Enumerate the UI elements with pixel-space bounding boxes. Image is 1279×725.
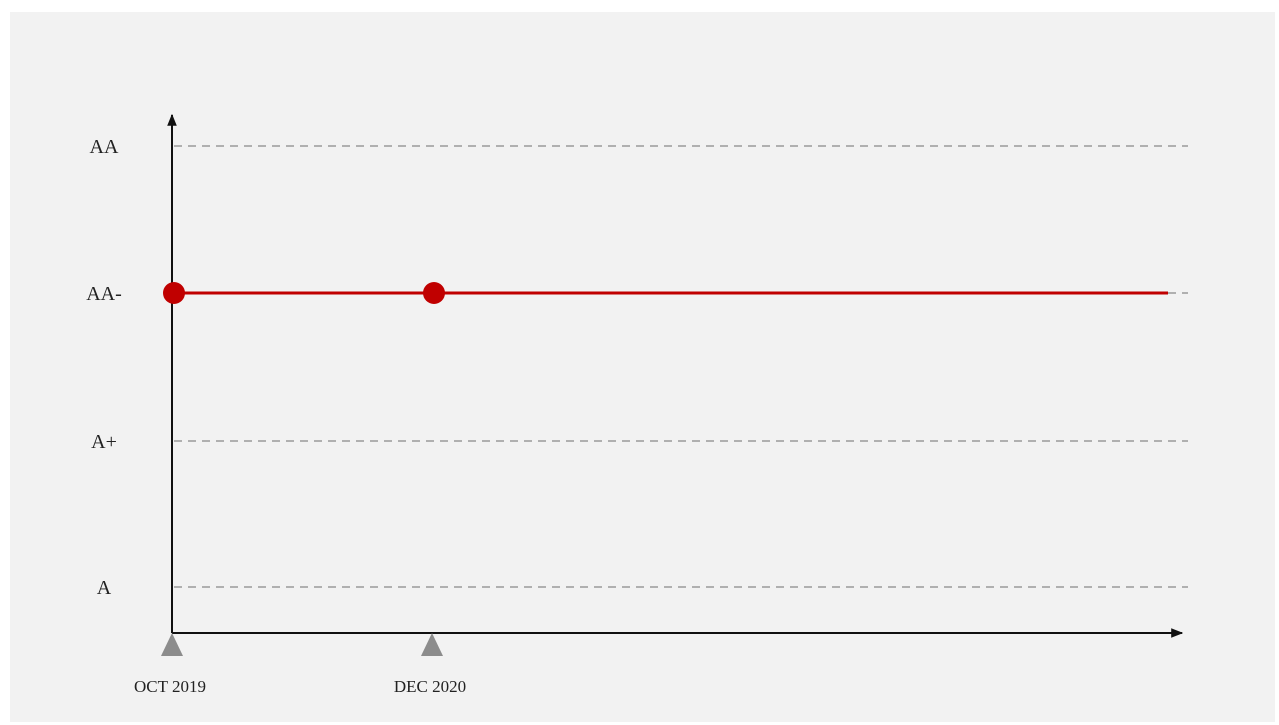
date-marker-triangle xyxy=(161,633,183,656)
series-point xyxy=(163,282,185,304)
y-category-label: AA- xyxy=(86,283,122,305)
date-marker-label: OCT 2019 xyxy=(134,677,206,696)
date-marker-label: DEC 2020 xyxy=(394,677,466,696)
date-marker-triangle xyxy=(421,633,443,656)
y-category-labels: A A+ AA- AA xyxy=(86,136,122,599)
series-point xyxy=(423,282,445,304)
rating-series xyxy=(163,282,1168,304)
y-category-label: AA xyxy=(90,136,119,158)
y-category-label: A+ xyxy=(91,431,117,453)
x-date-markers: OCT 2019 DEC 2020 xyxy=(134,633,466,696)
chart-panel xyxy=(10,12,1275,722)
y-category-label: A xyxy=(97,577,112,599)
grid-lines xyxy=(174,145,1188,588)
